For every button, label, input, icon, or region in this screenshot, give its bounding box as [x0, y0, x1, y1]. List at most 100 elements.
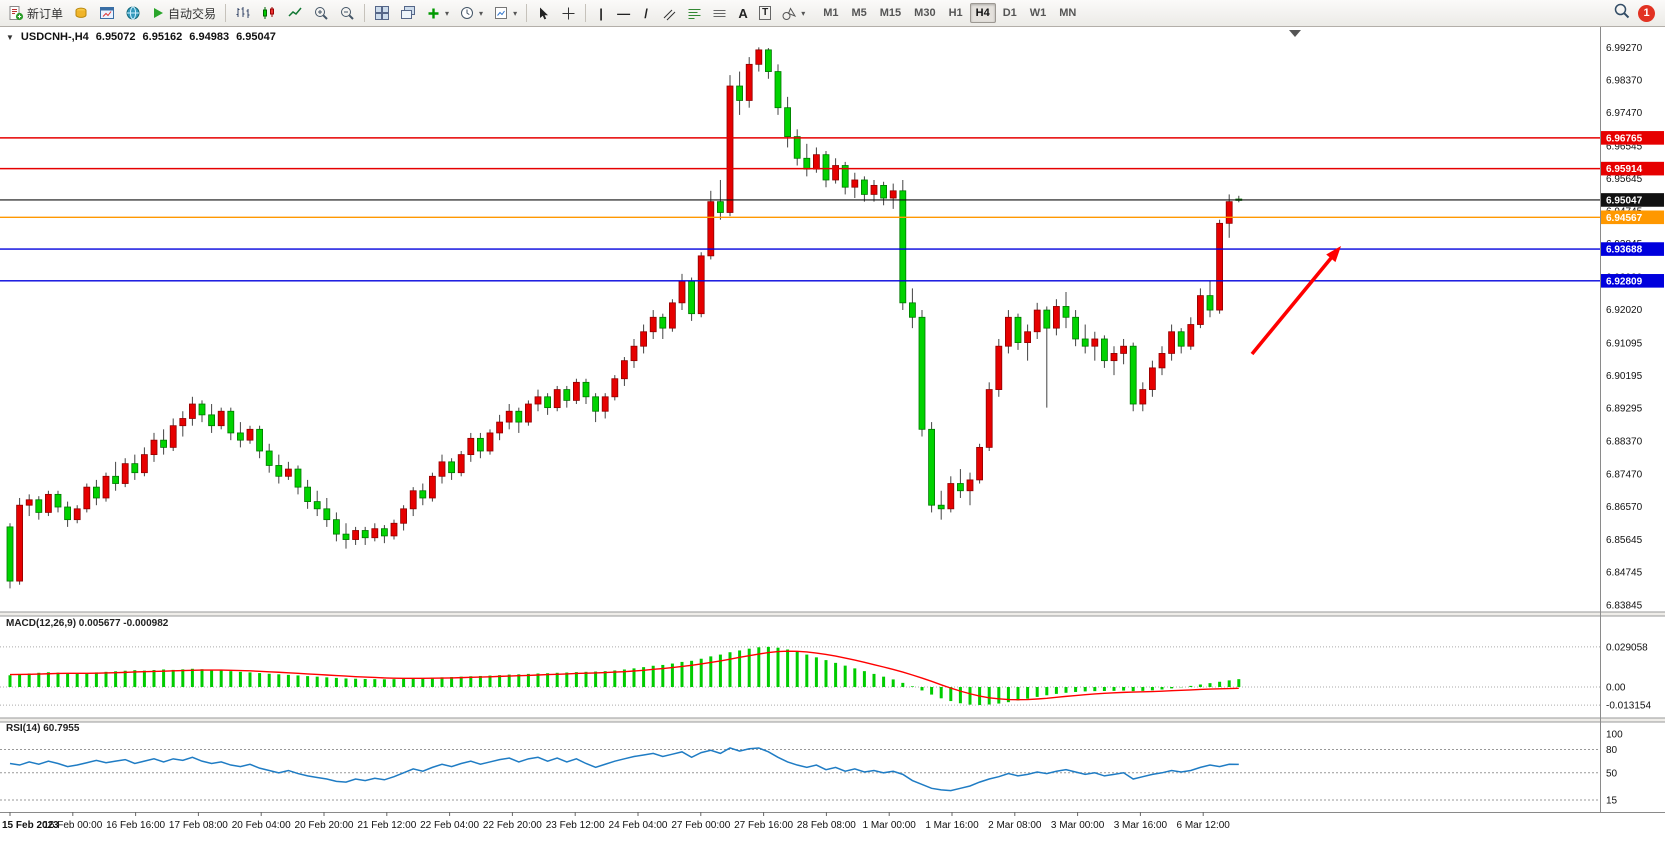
time-axis-label: 20 Feb 20:00 — [295, 820, 354, 831]
panel-dividers[interactable] — [0, 611, 1665, 723]
candlestick-chart-button[interactable] — [257, 2, 281, 24]
coins-button[interactable] — [69, 2, 93, 24]
time-axis-label: 23 Feb 12:00 — [546, 820, 605, 831]
price-axis[interactable]: 6.992706.983706.974706.965456.956456.947… — [0, 27, 1665, 813]
zoom-in-button[interactable] — [309, 2, 333, 24]
horizontal-line-tool-button[interactable]: — — [613, 2, 634, 24]
price-axis-label: 6.85645 — [1606, 535, 1643, 546]
zoom-out-button[interactable] — [335, 2, 359, 24]
timeframe-button-M15[interactable]: M15 — [879, 7, 902, 19]
time-axis-label: 22 Feb 20:00 — [483, 820, 542, 831]
timeframe-button-W1[interactable]: W1 — [1029, 7, 1047, 19]
price-axis-label: 6.87470 — [1606, 469, 1643, 480]
time-axis-label: 16 Feb 16:00 — [106, 820, 165, 831]
toolbar-right-group: 1 — [1613, 2, 1661, 24]
chart-shift-marker[interactable] — [1289, 30, 1301, 37]
timeframe-button-M5[interactable]: M5 — [851, 7, 867, 19]
autotrading-button[interactable]: 自动交易 — [147, 2, 220, 24]
trend-arrow-annotation[interactable] — [1250, 246, 1341, 356]
candle-body — [169, 425, 177, 448]
channel-tool-button[interactable] — [658, 2, 681, 24]
indicators-button[interactable]: ▾ — [422, 2, 453, 24]
templates-button[interactable]: ▾ — [489, 2, 521, 24]
candle-body — [755, 49, 763, 65]
timeframe-button-M30[interactable]: M30 — [914, 7, 936, 19]
timeframe-button-H4[interactable]: H4 — [969, 3, 996, 23]
cascade-windows-button[interactable] — [396, 2, 420, 24]
timeframe-button-MN[interactable]: MN — [1059, 7, 1077, 19]
timeframe-button-M1[interactable]: M1 — [823, 7, 839, 19]
candle-body — [371, 528, 379, 539]
bar-chart-button[interactable] — [231, 2, 255, 24]
candle-body — [140, 454, 148, 474]
candle-body — [227, 410, 235, 434]
chevron-down-icon: ▾ — [479, 8, 484, 18]
vertical-line-tool-button[interactable]: | — [591, 2, 611, 24]
fibonacci-tool-button[interactable] — [683, 2, 706, 24]
candle-body — [601, 396, 609, 412]
candle-body — [621, 360, 628, 380]
chart-window-button[interactable] — [95, 2, 119, 24]
candle-body — [736, 85, 743, 101]
candle-body — [54, 493, 62, 508]
search-icon[interactable] — [1613, 2, 1630, 24]
price-badge-label: 6.93688 — [1606, 245, 1643, 256]
text-tool-button[interactable]: A — [733, 2, 753, 24]
candle-body — [467, 437, 475, 456]
candle-body — [313, 501, 321, 510]
tile-windows-button[interactable] — [370, 2, 394, 24]
chart-window[interactable]: 6.992706.983706.974706.965456.956456.947… — [0, 27, 1665, 842]
price-badge-label: 6.92809 — [1606, 276, 1643, 287]
price-axis-label: 6.92020 — [1606, 305, 1643, 316]
timeframe-button-H1[interactable]: H1 — [948, 7, 963, 19]
chart-dropdown-icon[interactable]: ▼ — [6, 32, 14, 42]
new-order-button[interactable]: 新订单 — [4, 2, 67, 24]
candle-body — [150, 439, 158, 456]
notification-badge[interactable]: 1 — [1638, 4, 1655, 22]
candle-body — [1225, 201, 1233, 224]
candle-body — [592, 396, 599, 412]
candle-body — [179, 418, 187, 427]
chart-canvas[interactable]: 6.992706.983706.974706.965456.956456.947… — [0, 27, 1665, 842]
crosshair-tool-button[interactable] — [557, 2, 580, 24]
price-axis-label: 6.97470 — [1606, 108, 1643, 119]
cascade-windows-icon — [400, 5, 416, 21]
candle-body — [409, 490, 417, 510]
candle-body — [774, 71, 782, 109]
candle-body — [1091, 338, 1099, 347]
candle-body — [918, 316, 926, 430]
toolbar-separator — [526, 4, 528, 22]
candle-body — [899, 190, 907, 304]
candle-body — [1043, 309, 1051, 329]
text-tool-icon: A — [738, 5, 748, 21]
price-axis-label: 6.96545 — [1606, 141, 1643, 152]
cursor-tool-button[interactable] — [532, 2, 555, 24]
macd-signal-line — [9, 650, 1239, 701]
autotrading-label: 自动交易 — [168, 6, 217, 21]
chevron-down-icon: ▾ — [801, 8, 806, 18]
candle-body — [390, 522, 398, 537]
price-levels — [0, 137, 1600, 282]
label-tool-button[interactable]: T — [755, 2, 775, 24]
periods-button[interactable]: ▾ — [455, 2, 487, 24]
globe-button[interactable] — [121, 2, 145, 24]
zoom-in-icon — [313, 5, 329, 21]
timeframe-button-D1[interactable]: D1 — [1002, 7, 1017, 19]
candle-body — [45, 493, 52, 513]
trendline-tool-button[interactable]: / — [636, 2, 656, 24]
candle-body — [909, 302, 916, 318]
candle-body — [1062, 306, 1070, 318]
price-axis-label: 6.83845 — [1606, 600, 1643, 611]
chart-title: ▼ USDCNH-,H4 6.95072 6.95162 6.94983 6.9… — [6, 31, 276, 43]
fibonacci-icon — [687, 6, 702, 21]
time-axis-label: 15 Feb 2023 — [2, 820, 59, 831]
channel-icon — [662, 6, 677, 21]
shapes-tool-button[interactable]: ▾ — [777, 2, 809, 24]
candle-body — [160, 439, 168, 448]
candle-body — [630, 345, 638, 362]
candle-body — [784, 107, 791, 138]
candle-body — [678, 280, 686, 304]
line-chart-button[interactable] — [283, 2, 307, 24]
grid-tool-button[interactable] — [708, 2, 731, 24]
